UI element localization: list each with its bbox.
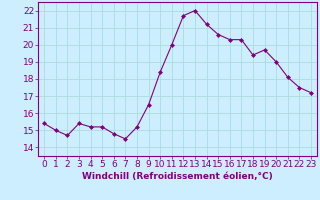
X-axis label: Windchill (Refroidissement éolien,°C): Windchill (Refroidissement éolien,°C) [82,172,273,181]
